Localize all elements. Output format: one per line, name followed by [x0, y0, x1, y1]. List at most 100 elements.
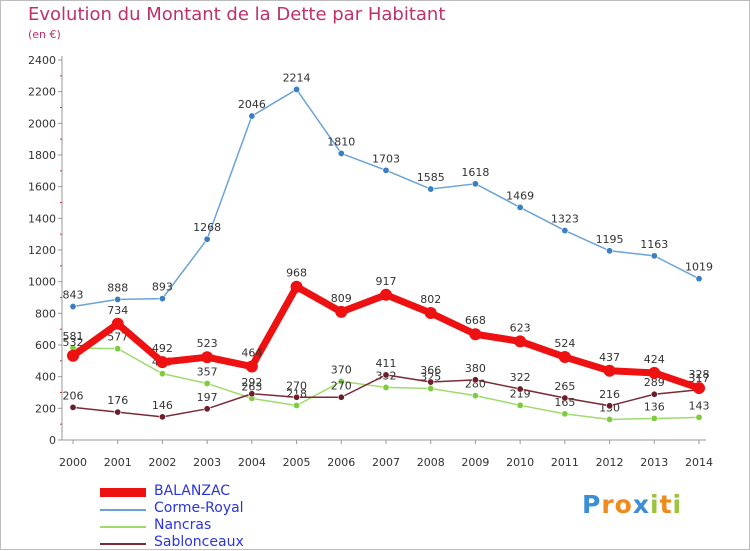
logo-letter: x	[632, 490, 650, 519]
data-point-nancras	[516, 401, 524, 409]
data-point-corme-royal	[427, 185, 435, 193]
proxiti-logo: Proxiti	[582, 490, 682, 519]
data-label-corme-royal: 843	[63, 289, 84, 302]
data-label-balanzac: 802	[420, 293, 441, 306]
data-label-sablonceaux: 216	[599, 388, 620, 401]
data-label-corme-royal: 1323	[551, 213, 579, 226]
data-label-balanzac: 523	[197, 337, 218, 350]
y-tick-label: 1400	[28, 212, 56, 225]
data-point-sablonceaux	[158, 413, 166, 421]
x-tick-label: 2011	[551, 456, 579, 469]
data-label-nancras: 581	[63, 330, 84, 343]
data-label-corme-royal: 1163	[640, 238, 668, 251]
data-point-balanzac	[603, 364, 616, 377]
data-point-sablonceaux	[114, 408, 122, 416]
data-label-sablonceaux: 146	[152, 399, 173, 412]
data-label-balanzac: 328	[689, 368, 710, 381]
logo-letter: P	[582, 490, 602, 519]
data-point-corme-royal	[382, 166, 390, 174]
data-point-sablonceaux	[293, 393, 301, 401]
data-point-corme-royal	[114, 295, 122, 303]
data-point-corme-royal	[248, 112, 256, 120]
data-label-nancras: 577	[107, 331, 128, 344]
y-tick-label: 0	[49, 434, 56, 447]
data-label-sablonceaux: 322	[510, 371, 531, 384]
logo-letter: r	[601, 490, 615, 519]
data-label-balanzac: 668	[465, 314, 486, 327]
data-label-nancras: 357	[197, 365, 218, 378]
data-point-sablonceaux	[606, 402, 614, 410]
data-label-sablonceaux: 366	[420, 364, 441, 377]
x-tick-label: 2014	[685, 456, 713, 469]
data-point-balanzac	[290, 280, 303, 293]
data-label-sablonceaux: 270	[331, 379, 352, 392]
data-label-balanzac: 524	[554, 337, 575, 350]
data-label-sablonceaux: 289	[644, 376, 665, 389]
data-point-sablonceaux	[516, 385, 524, 393]
data-point-corme-royal	[650, 252, 658, 260]
data-point-sablonceaux	[248, 390, 256, 398]
logo-letter: i	[672, 490, 683, 519]
data-point-balanzac	[67, 349, 79, 362]
data-label-corme-royal: 893	[152, 281, 173, 294]
data-point-corme-royal	[69, 303, 77, 311]
data-point-balanzac	[648, 366, 661, 379]
data-point-balanzac	[335, 305, 348, 318]
x-tick-label: 2003	[193, 456, 221, 469]
data-label-corme-royal: 1195	[596, 233, 624, 246]
data-point-nancras	[695, 413, 703, 421]
data-label-balanzac: 968	[286, 267, 307, 280]
data-label-corme-royal: 2046	[238, 98, 266, 111]
data-label-corme-royal: 1019	[685, 261, 713, 274]
y-tick-label: 1200	[28, 244, 56, 257]
data-point-sablonceaux	[337, 393, 345, 401]
data-point-nancras	[561, 410, 569, 418]
data-point-balanzac	[156, 356, 169, 369]
data-point-nancras	[471, 392, 479, 400]
data-point-corme-royal	[606, 247, 614, 255]
data-point-sablonceaux	[382, 371, 390, 379]
data-point-corme-royal	[337, 149, 345, 157]
data-point-corme-royal	[561, 227, 569, 235]
data-point-sablonceaux	[427, 378, 435, 386]
data-point-corme-royal	[293, 85, 301, 93]
data-label-nancras: 263	[241, 380, 262, 393]
y-tick-label: 1000	[28, 276, 56, 289]
data-point-balanzac	[424, 307, 437, 320]
x-tick-label: 2005	[283, 456, 311, 469]
data-label-sablonceaux: 206	[63, 389, 84, 402]
data-point-sablonceaux	[650, 390, 658, 398]
legend-swatch	[100, 526, 146, 528]
data-label-sablonceaux: 411	[376, 357, 397, 370]
y-tick-label: 600	[35, 339, 56, 352]
data-point-nancras	[650, 414, 658, 422]
data-label-sablonceaux: 265	[554, 380, 575, 393]
x-tick-label: 2012	[596, 456, 624, 469]
x-tick-label: 2000	[59, 456, 87, 469]
data-label-nancras: 143	[689, 399, 710, 412]
x-tick-label: 2004	[238, 456, 266, 469]
x-tick-label: 2008	[417, 456, 445, 469]
legend-swatch	[100, 509, 146, 511]
data-label-sablonceaux: 270	[286, 379, 307, 392]
data-point-nancras	[203, 379, 211, 387]
y-tick-label: 2200	[28, 86, 56, 99]
chart-title: Evolution du Montant de la Dette par Hab…	[28, 4, 446, 25]
y-tick-label: 800	[35, 307, 56, 320]
x-tick-label: 2007	[372, 456, 400, 469]
data-point-nancras	[427, 385, 435, 393]
y-tick-label: 200	[35, 402, 56, 415]
data-point-nancras	[606, 415, 614, 423]
chart-subtitle: (en €)	[28, 28, 61, 41]
x-tick-label: 2002	[148, 456, 176, 469]
data-label-nancras: 136	[644, 400, 665, 413]
data-point-sablonceaux	[69, 403, 77, 411]
x-tick-label: 2010	[506, 456, 534, 469]
y-tick-label: 2000	[28, 117, 56, 130]
data-point-balanzac	[245, 360, 258, 373]
data-label-corme-royal: 1703	[372, 152, 400, 165]
data-label-corme-royal: 1469	[506, 189, 534, 202]
data-label-balanzac: 734	[107, 304, 128, 317]
